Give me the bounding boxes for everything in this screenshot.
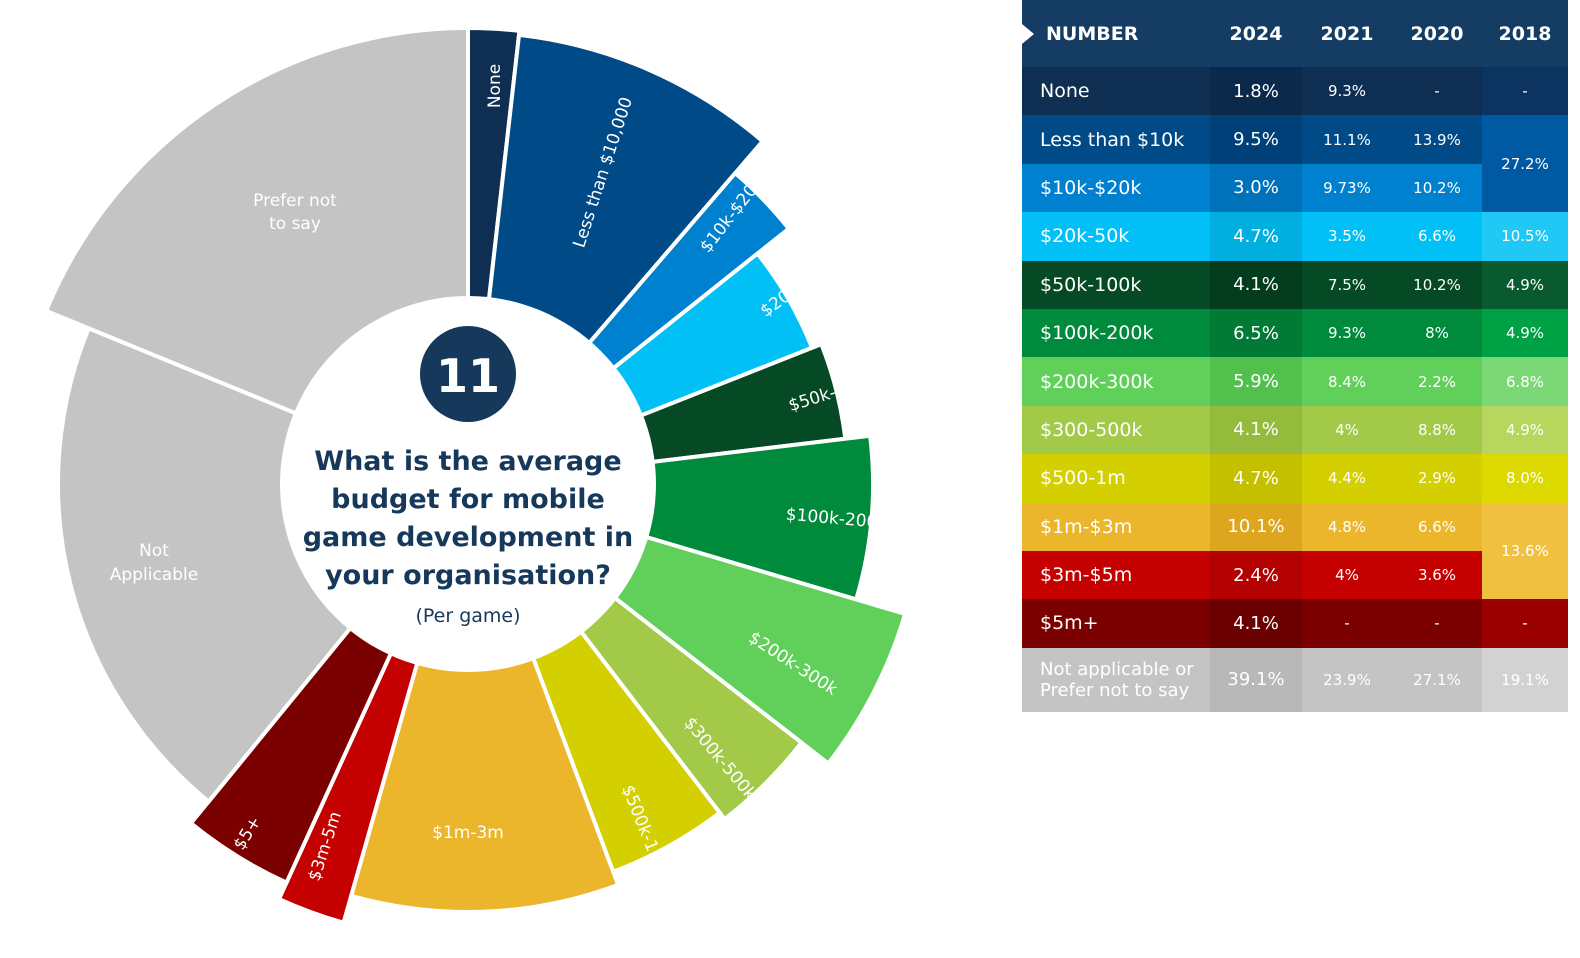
cell-10k-20k-2021: 9.73% — [1302, 163, 1392, 213]
cell-1m-3m-2021: 4.8% — [1302, 502, 1392, 551]
cell-100k-200k-2024: 6.5% — [1210, 308, 1302, 358]
row-label-100k-200k: $100k-200k — [1022, 308, 1210, 358]
row-label-5m: $5m+ — [1022, 599, 1210, 648]
question-number-badge — [420, 326, 516, 422]
cell-50k-100k-2018: 4.9% — [1482, 260, 1568, 309]
cell-50k-100k-2021: 7.5% — [1302, 260, 1392, 309]
cell-50k-100k-2024: 4.1% — [1210, 260, 1302, 309]
cell-20k-50k-2024: 4.7% — [1210, 212, 1302, 261]
question-line-4: your organisation? — [325, 560, 611, 591]
row-label-50k-100k: $50k-100k — [1022, 260, 1210, 309]
slice-1m-3m — [348, 477, 621, 914]
cell-5m-2018: - — [1482, 599, 1568, 648]
header-number: NUMBER — [1022, 0, 1210, 67]
question-line-3: game development in — [303, 522, 634, 553]
row-label-less-than-10k: Less than $10k — [1022, 115, 1210, 164]
merged-2018-cell-1: 27.2% — [1482, 115, 1568, 213]
cell-200k-300k-2024: 5.9% — [1210, 357, 1302, 406]
cell-300-500k-2020: 8.8% — [1392, 405, 1482, 455]
cell-3m-5m-2021: 4% — [1302, 550, 1392, 600]
cell-500-1m-2020: 2.9% — [1392, 454, 1482, 503]
cell-50k-100k-2020: 10.2% — [1392, 260, 1482, 309]
cell-5m-2024: 4.1% — [1210, 599, 1302, 648]
header-2024: 2024 — [1210, 0, 1302, 67]
row-label-500-1m: $500-1m — [1022, 454, 1210, 503]
question-line-1: What is the average — [314, 446, 621, 477]
cell-5m-2020: - — [1392, 599, 1482, 648]
row-label-20k-50k: $20k-50k — [1022, 212, 1210, 261]
header-number-label: NUMBER — [1046, 22, 1139, 45]
slice-label-1m-3m: $1m-3m — [432, 823, 504, 843]
cell-not-applicable-or-prefer-not-to-say-2024: 39.1% — [1210, 647, 1302, 712]
cell-100k-200k-2020: 8% — [1392, 308, 1482, 358]
row-label-3m-5m: $3m-$5m — [1022, 550, 1210, 600]
cell-none-2020: - — [1392, 67, 1482, 116]
question-line-2: budget for mobile — [331, 484, 605, 515]
table-grid: NUMBER 2024 2021 2020 2018 None 1.8% 9.3% -… — [1022, 0, 1568, 712]
cell-300-500k-2024: 4.1% — [1210, 405, 1302, 455]
slice-label-prefer-not-1: Prefer not — [253, 191, 337, 211]
cell-less-than-10k-2021: 11.1% — [1302, 115, 1392, 164]
cell-200k-300k-2020: 2.2% — [1392, 357, 1482, 406]
slice-label-not-applicable-2: Applicable — [110, 565, 198, 585]
cell-500-1m-2021: 4.4% — [1302, 454, 1392, 503]
question-number: 11 — [436, 349, 500, 403]
cell-none-2021: 9.3% — [1302, 67, 1392, 116]
cell-200k-300k-2021: 8.4% — [1302, 357, 1392, 406]
cell-100k-200k-2018: 4.9% — [1482, 308, 1568, 358]
header-2021: 2021 — [1302, 0, 1392, 67]
cell-20k-50k-2020: 6.6% — [1392, 212, 1482, 261]
row-label-1m-3m: $1m-$3m — [1022, 502, 1210, 551]
cell-500-1m-2024: 4.7% — [1210, 454, 1302, 503]
header-notch — [1022, 24, 1034, 44]
slice-label-none: None — [485, 64, 505, 108]
cell-20k-50k-2021: 3.5% — [1302, 212, 1392, 261]
cell-100k-200k-2021: 9.3% — [1302, 308, 1392, 358]
cell-1m-3m-2020: 6.6% — [1392, 502, 1482, 551]
cell-less-than-10k-2024: 9.5% — [1210, 115, 1302, 164]
cell-3m-5m-2020: 3.6% — [1392, 550, 1482, 600]
cell-less-than-10k-2020: 13.9% — [1392, 115, 1482, 164]
row-label-none: None — [1022, 67, 1210, 116]
slice-label-prefer-not-2: to say — [269, 214, 321, 234]
cell-not-applicable-or-prefer-not-to-say-2018: 19.1% — [1482, 647, 1568, 712]
cell-10k-20k-2020: 10.2% — [1392, 163, 1482, 213]
header-2018: 2018 — [1482, 0, 1568, 67]
center-hole — [280, 296, 656, 672]
cell-300-500k-2018: 4.9% — [1482, 405, 1568, 455]
budget-comparison-table: NUMBER 2024 2021 2020 2018 None 1.8% 9.3% -… — [1022, 0, 1568, 712]
row-label-10k-20k: $10k-$20k — [1022, 163, 1210, 213]
cell-not-applicable-or-prefer-not-to-say-2020: 27.1% — [1392, 647, 1482, 712]
cell-1m-3m-2024: 10.1% — [1210, 502, 1302, 551]
row-label-not-applicable-or-prefer-not-to-say: Not applicable or Prefer not to say — [1022, 647, 1210, 712]
cell-not-applicable-or-prefer-not-to-say-2021: 23.9% — [1302, 647, 1392, 712]
slice-label-not-applicable-1: Not — [139, 541, 169, 561]
cell-none-2018: - — [1482, 67, 1568, 116]
cell-none-2024: 1.8% — [1210, 67, 1302, 116]
row-label-300-500k: $300-500k — [1022, 405, 1210, 455]
budget-donut-chart: 11 What is the average budget for mobile… — [46, 27, 906, 923]
cell-3m-5m-2024: 2.4% — [1210, 550, 1302, 600]
merged-2018-cell-2: 13.6% — [1482, 502, 1568, 600]
question-subtitle: (Per game) — [415, 605, 520, 627]
cell-5m-2021: - — [1302, 599, 1392, 648]
cell-20k-50k-2018: 10.5% — [1482, 212, 1568, 261]
cell-500-1m-2018: 8.0% — [1482, 454, 1568, 503]
cell-300-500k-2021: 4% — [1302, 405, 1392, 455]
header-2020: 2020 — [1392, 0, 1482, 67]
cell-10k-20k-2024: 3.0% — [1210, 163, 1302, 213]
row-label-200k-300k: $200k-300k — [1022, 357, 1210, 406]
cell-200k-300k-2018: 6.8% — [1482, 357, 1568, 406]
